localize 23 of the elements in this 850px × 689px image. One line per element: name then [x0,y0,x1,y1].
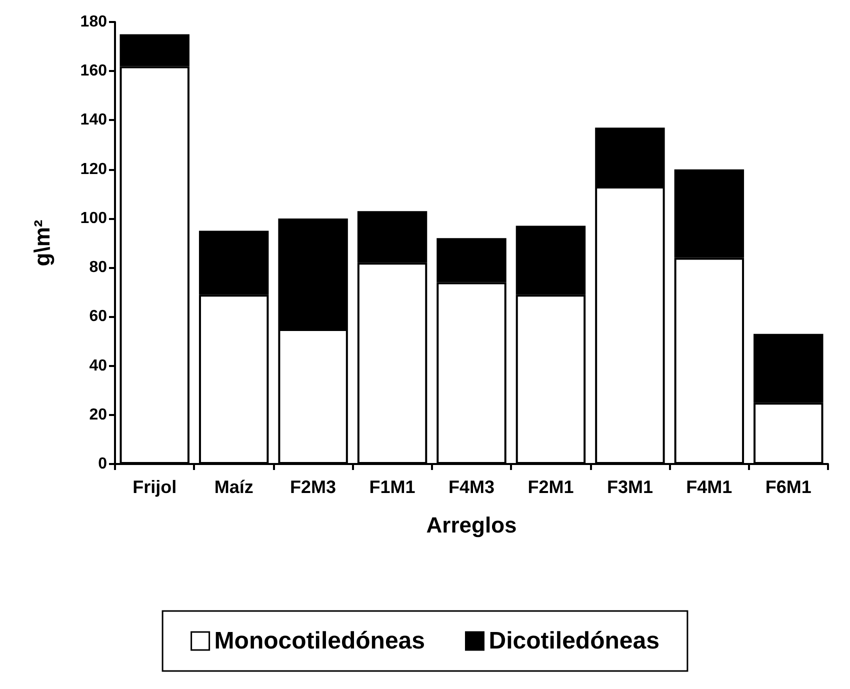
y-tick-label: 40 [89,357,108,374]
x-axis-title: Arreglos [426,512,517,538]
y-tick-label: 0 [98,456,108,472]
y-tick-label: 120 [80,160,108,178]
x-tick-label: F6M1 [765,477,812,497]
legend-label: Monocotiledóneas [214,628,425,654]
x-tick-label: F2M3 [290,477,336,497]
y-tick-label: 60 [89,308,108,326]
x-tick-label: F4M1 [686,477,732,497]
x-tick-label: Maíz [214,477,254,497]
legend-label: Dicotiledóneas [488,628,660,654]
y-axis-title: g\m² [30,220,54,266]
y-tick-label: 20 [89,406,108,424]
x-tick-label: F4M3 [448,477,495,497]
y-tick-label: 100 [80,210,108,227]
y-tick-label: 180 [80,14,108,30]
y-tick-label: 80 [89,259,108,276]
y-tick-label: 140 [80,112,108,129]
x-tick-label: F1M1 [369,477,416,497]
x-tick-label: Frijol [132,477,177,497]
y-tick-label: 160 [80,62,108,80]
x-tick-label: F2M1 [528,477,574,497]
x-tick-label: F3M1 [606,477,653,497]
